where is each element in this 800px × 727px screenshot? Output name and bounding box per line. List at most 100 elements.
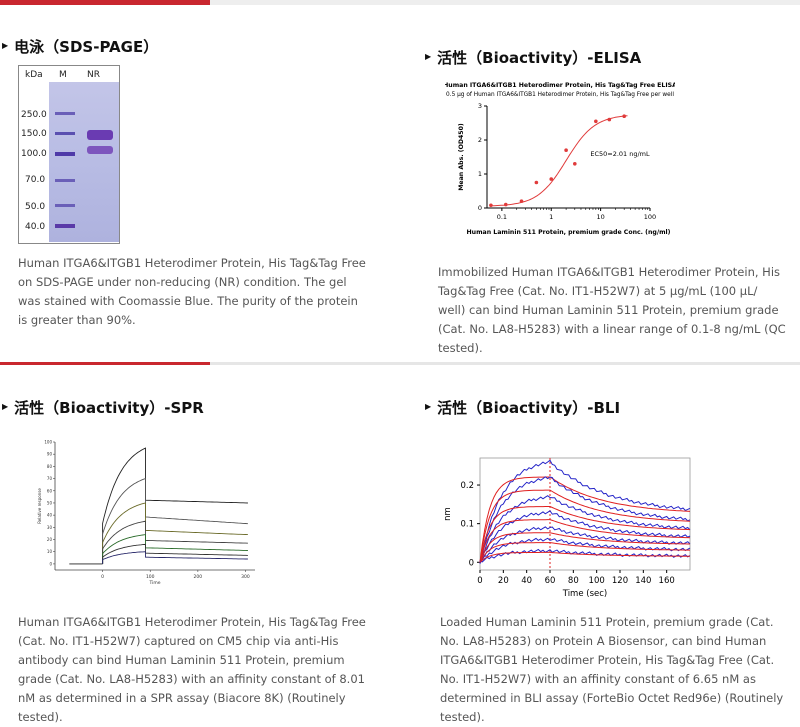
elisa-chart: Human ITGA6&ITGB1 Heterodimer Protein, H… <box>445 82 675 236</box>
bli-description: Loaded Human Laminin 511 Protein, premiu… <box>440 615 784 724</box>
section-divider <box>0 362 800 365</box>
gel-body <box>49 82 119 242</box>
elisa-y-tick-label: 3 <box>478 102 482 110</box>
spr-sensorgram-curve <box>102 447 248 564</box>
elisa-data-point <box>573 162 577 166</box>
triangle-bullet-icon: ▶ <box>425 52 432 61</box>
gel-marker-100: 100.0 <box>21 149 47 159</box>
bli-x-tick-label: 140 <box>635 576 651 586</box>
bli-y-label: nm <box>443 507 453 521</box>
spr-chart: 0 10 20 30 40 50 60 70 80 90 100 0 100 200 300 Time Rela… <box>37 440 255 586</box>
spr-y-tick-label: 20 <box>47 537 53 542</box>
spr-y-label: Relative response <box>37 488 42 524</box>
elisa-heading: ▶ 活性（Bioactivity）-ELISA <box>425 47 641 68</box>
bli-fit-curve <box>479 542 690 563</box>
sds-page-title: 电泳（SDS-PAGE） <box>14 38 159 56</box>
elisa-data-point <box>607 117 612 122</box>
spr-y-tick-label: 50 <box>47 500 53 505</box>
triangle-bullet-icon: ▶ <box>2 402 9 411</box>
gel-kda-label: kDa <box>25 70 43 80</box>
bli-fit-curve <box>479 519 691 563</box>
bli-plot-frame <box>479 457 691 571</box>
gel-marker-50: 50.0 <box>25 202 46 212</box>
elisa-fit-curve <box>490 115 628 207</box>
sds-page-heading: ▶ 电泳（SDS-PAGE） <box>2 36 158 57</box>
bli-x-label: Time (sec) <box>562 589 607 599</box>
elisa-y-label: Mean Abs. (OD450) <box>458 123 465 191</box>
spr-heading: ▶ 活性（Bioactivity）-SPR <box>2 397 204 418</box>
bli-x-tick-label: 0 <box>477 576 482 586</box>
gel-lane-m-label: M <box>59 70 67 80</box>
elisa-data-point <box>549 177 554 181</box>
gel-marker-70: 70.0 <box>25 175 46 185</box>
elisa-x-tick-label: 1 <box>549 213 553 221</box>
bli-data-curve <box>479 537 691 564</box>
gel-lane-nr-label: NR <box>87 70 100 80</box>
spr-sensorgram-curve <box>102 534 248 564</box>
bli-x-tick-label: 60 <box>545 576 556 586</box>
sds-gel-image: kDa M NR 250.0 150.0 100.0 70.0 50.0 40.… <box>18 65 120 244</box>
bli-x-tick-label: 160 <box>659 576 675 586</box>
spr-y-tick-label: 70 <box>47 476 53 481</box>
elisa-data-point <box>564 148 568 152</box>
sds-page-description: Human ITGA6&ITGB1 Heterodimer Protein, H… <box>18 256 366 327</box>
spr-y-tick-label: 80 <box>47 464 53 469</box>
spr-sensorgram-curve <box>102 543 248 564</box>
bli-heading: ▶ 活性（Bioactivity）-BLI <box>425 397 620 418</box>
elisa-data-point <box>534 180 539 185</box>
bli-fit-curve <box>479 506 691 563</box>
spr-sensorgram-curve <box>102 551 248 564</box>
elisa-ec50-annotation: EC50=2.01 ng/mL <box>590 150 650 158</box>
triangle-bullet-icon: ▶ <box>425 402 432 411</box>
bli-fit-curve <box>479 489 691 563</box>
bli-fit-curve <box>479 551 690 563</box>
spr-y-tick-label: 100 <box>44 440 52 445</box>
elisa-title: 活性（Bioactivity）-ELISA <box>437 49 642 67</box>
bli-chart: 0 0.1 0.2 0 20 40 60 80 100 120 140 160 Time (sec) nm <box>443 457 691 599</box>
spr-x-tick-label: 300 <box>241 574 250 580</box>
bli-x-tick-label: 80 <box>568 576 579 586</box>
elisa-x-tick-label: 10 <box>596 213 604 221</box>
bli-title: 活性（Bioactivity）-BLI <box>437 399 621 417</box>
elisa-y-tick-label: 2 <box>478 136 482 144</box>
gel-marker-150: 150.0 <box>21 129 47 139</box>
spr-title: 活性（Bioactivity）-SPR <box>14 399 204 417</box>
elisa-y-tick-label: 1 <box>478 170 482 178</box>
bli-y-tick-label: 0.1 <box>460 520 474 530</box>
elisa-chart-subtitle: 0.5 μg of Human ITGA6&ITGB1 Heterodimer … <box>446 92 674 98</box>
bli-data-curve <box>479 495 691 564</box>
spr-x-tick-label: 100 <box>146 574 155 580</box>
spr-sensorgram-curve <box>102 477 248 564</box>
spr-sensorgram-curve <box>102 502 248 564</box>
top-accent-line <box>0 0 800 5</box>
elisa-data-point <box>503 202 508 207</box>
bli-x-tick-label: 20 <box>498 576 509 586</box>
elisa-x-label: Human Laminin 511 Protein, premium grade… <box>466 229 670 236</box>
elisa-data-point <box>519 199 524 203</box>
bli-fit-curve <box>479 476 691 563</box>
elisa-data-point <box>594 119 598 124</box>
spr-y-tick-label: 10 <box>47 549 53 554</box>
spr-y-tick-label: 30 <box>47 525 53 530</box>
elisa-x-tick-label: 100 <box>644 213 656 221</box>
bli-x-tick-label: 120 <box>612 576 628 586</box>
elisa-data-point <box>622 114 626 118</box>
elisa-data-point <box>489 203 493 208</box>
spr-x-tick-label: 0 <box>101 574 104 580</box>
bli-fit-curve <box>479 532 690 563</box>
bli-data-curve <box>479 526 691 563</box>
spr-y-tick-label: 90 <box>47 452 53 457</box>
bli-y-tick-label: 0.2 <box>460 481 474 491</box>
gel-marker-250: 250.0 <box>21 110 47 120</box>
spr-y-tick-label: 60 <box>47 488 53 493</box>
elisa-chart-title: Human ITGA6&ITGB1 Heterodimer Protein, H… <box>445 82 675 89</box>
spr-description: Human ITGA6&ITGB1 Heterodimer Protein, H… <box>18 615 366 724</box>
bli-data-curve <box>479 459 691 564</box>
triangle-bullet-icon: ▶ <box>2 41 9 50</box>
spr-y-tick-label: 0 <box>49 561 52 566</box>
elisa-description: Immobilized Human ITGA6&ITGB1 Heterodime… <box>438 265 786 355</box>
spr-x-label: Time <box>148 580 160 586</box>
spr-x-tick-label: 200 <box>194 574 203 580</box>
bli-x-tick-label: 100 <box>589 576 605 586</box>
elisa-y-tick-label: 0 <box>478 204 482 212</box>
